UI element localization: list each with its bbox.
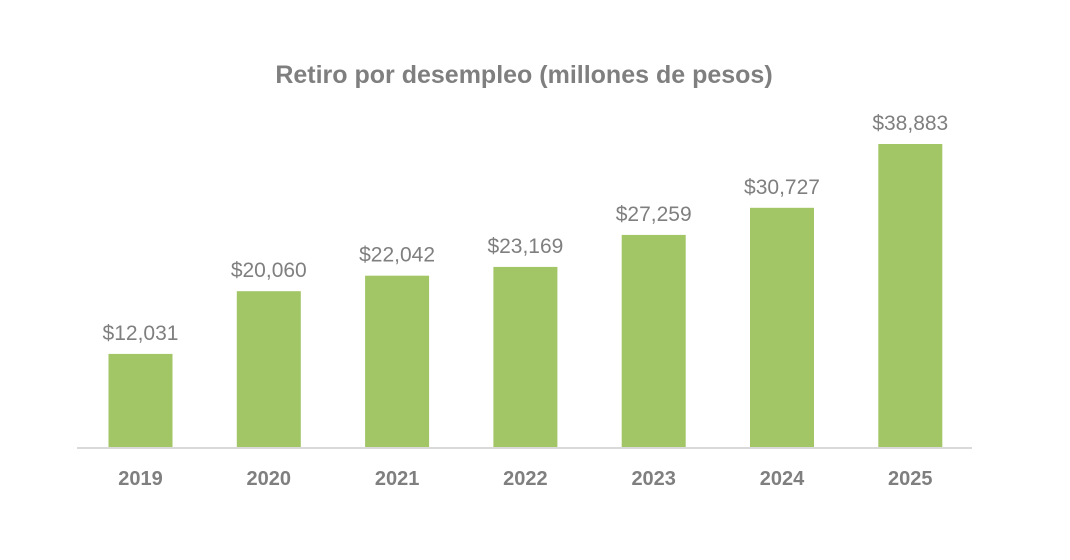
x-tick-label-2021: 2021: [375, 468, 420, 490]
bar-2019: [108, 353, 173, 448]
x-tick-label-2024: 2024: [760, 468, 805, 490]
bar-2020: [236, 291, 301, 448]
bar-2021: [365, 275, 430, 448]
data-labels-group: $12,031 $20,060 $22,042 $23,169 $27,259 $30,7…: [103, 112, 949, 345]
chart-title: Retiro por desempleo (millones de pesos): [275, 61, 772, 89]
x-tick-label-2019: 2019: [118, 468, 163, 490]
bars-group: [108, 144, 943, 448]
bar-2024: [750, 207, 814, 448]
data-label-2025: $38,883: [872, 112, 948, 135]
data-label-2024: $30,727: [744, 176, 820, 199]
x-tick-label-2020: 2020: [247, 468, 292, 490]
x-tick-label-2023: 2023: [631, 468, 676, 490]
x-tick-label-2022: 2022: [503, 468, 548, 490]
bar-2022: [493, 266, 558, 448]
x-tick-labels-group: 2019 2020 2021 2022 2023 2024 2025: [118, 468, 932, 490]
data-label-2023: $27,259: [616, 203, 692, 226]
data-label-2021: $22,042: [359, 244, 435, 267]
data-label-2020: $20,060: [231, 259, 307, 282]
data-label-2022: $23,169: [487, 235, 563, 258]
x-tick-label-2025: 2025: [888, 468, 933, 490]
bar-2023: [621, 234, 686, 448]
data-label-2019: $12,031: [103, 322, 179, 345]
bar-2025: [878, 144, 943, 448]
